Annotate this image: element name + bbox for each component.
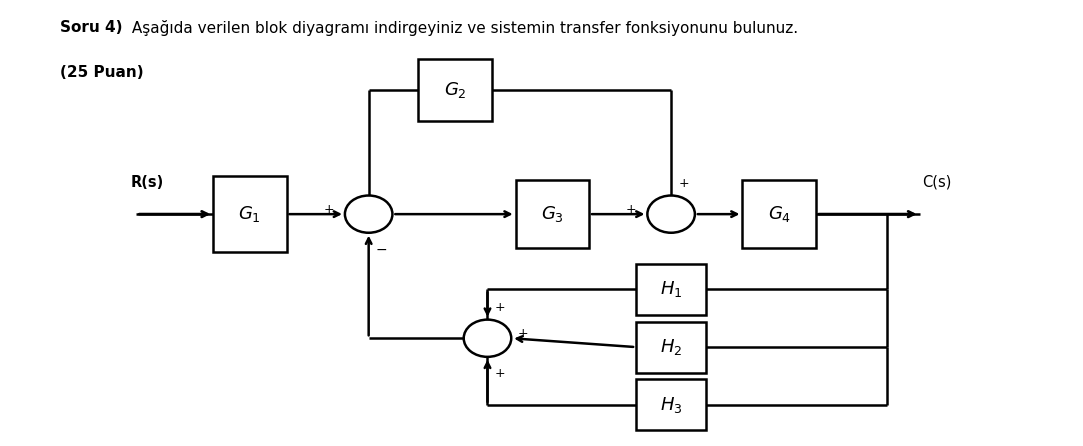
Text: R(s): R(s)	[131, 175, 165, 190]
Text: Soru 4): Soru 4)	[60, 20, 122, 35]
Text: +: +	[626, 203, 637, 216]
Text: $H_3$: $H_3$	[660, 395, 682, 415]
FancyBboxPatch shape	[636, 264, 706, 315]
FancyBboxPatch shape	[636, 322, 706, 372]
Ellipse shape	[344, 195, 392, 233]
FancyBboxPatch shape	[636, 379, 706, 430]
Text: C(s): C(s)	[922, 175, 951, 190]
Text: −: −	[375, 243, 387, 256]
FancyBboxPatch shape	[516, 180, 589, 248]
Text: +: +	[679, 177, 689, 190]
Text: $H_2$: $H_2$	[660, 337, 682, 357]
Text: +: +	[324, 203, 334, 216]
FancyBboxPatch shape	[213, 177, 287, 252]
Text: $G_1$: $G_1$	[238, 204, 261, 224]
Text: +: +	[495, 367, 506, 380]
Text: $G_3$: $G_3$	[540, 204, 564, 224]
Text: +: +	[518, 327, 529, 340]
Text: $G_4$: $G_4$	[768, 204, 791, 224]
Text: Aşağıda verilen blok diyagramı indirgeyiniz ve sistemin transfer fonksiyonunu bu: Aşağıda verilen blok diyagramı indirgeyi…	[127, 20, 798, 36]
Text: $H_1$: $H_1$	[660, 280, 682, 299]
Text: +: +	[495, 301, 506, 314]
Ellipse shape	[648, 195, 695, 233]
Text: (25 Puan): (25 Puan)	[60, 65, 143, 80]
FancyBboxPatch shape	[743, 180, 815, 248]
Ellipse shape	[464, 320, 511, 357]
FancyBboxPatch shape	[418, 59, 492, 121]
Text: $G_2$: $G_2$	[444, 80, 467, 100]
